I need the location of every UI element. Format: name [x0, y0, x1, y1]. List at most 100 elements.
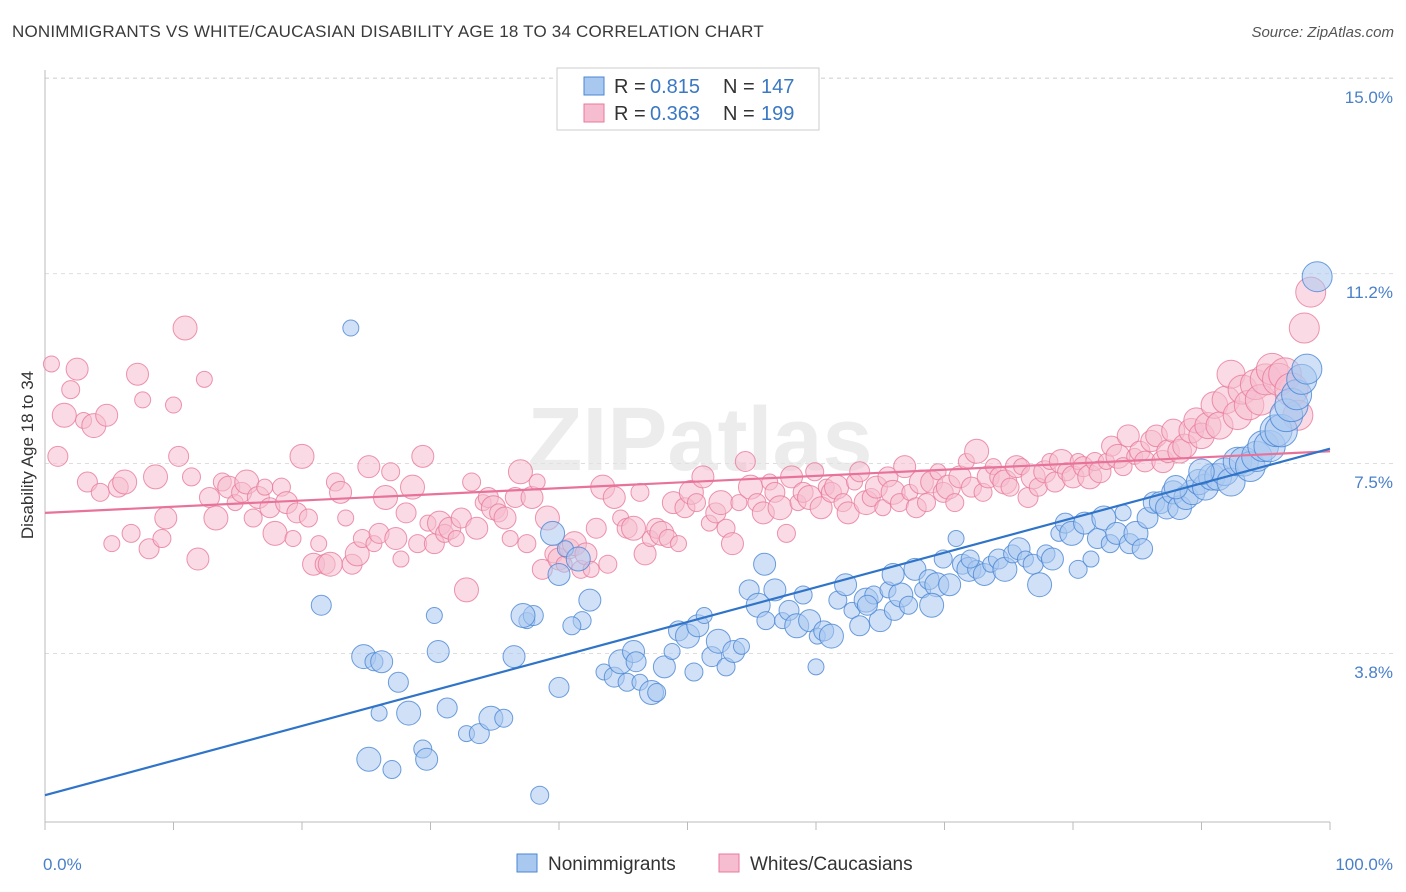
- whites-point: [465, 516, 489, 540]
- whites-points: [42, 276, 1327, 603]
- nonimmigrants-point: [382, 760, 402, 780]
- whites-point: [90, 482, 110, 502]
- legend-n-value-2: 199: [761, 103, 794, 125]
- whites-point: [493, 506, 517, 530]
- nonimmigrants-point: [753, 552, 777, 576]
- legend-bottom-swatch-whites: [718, 853, 740, 873]
- axes: [44, 70, 1331, 830]
- whites-point: [945, 493, 965, 513]
- legend-top: R = 0.815 N = 147 R = 0.363 N = 199: [556, 67, 820, 131]
- nonimmigrants-point: [370, 650, 394, 674]
- legend-bottom: Nonimmigrants Whites/Caucasians: [516, 853, 913, 875]
- nonimmigrants-point: [818, 623, 844, 649]
- legend-swatch-nonimmigrants: [583, 76, 605, 96]
- x-tick-label-0: 0.0%: [43, 855, 82, 874]
- nonimmigrants-point: [647, 683, 667, 703]
- whites-point: [103, 535, 121, 553]
- whites-point: [849, 461, 871, 483]
- nonimmigrants-point: [415, 747, 439, 771]
- nonimmigrants-point: [356, 746, 382, 772]
- legend-n-label-2: N =: [723, 103, 755, 125]
- whites-point: [65, 357, 89, 381]
- whites-point: [154, 506, 178, 530]
- whites-point: [874, 499, 892, 517]
- whites-point: [384, 527, 408, 551]
- whites-point: [61, 380, 81, 400]
- trend-lines: [44, 447, 1331, 797]
- whites-point: [507, 459, 533, 485]
- whites-point: [203, 505, 229, 531]
- whites-point: [964, 438, 990, 464]
- nonimmigrants-point: [807, 658, 825, 676]
- y-tick-label-0: 3.8%: [1354, 663, 1393, 682]
- nonimmigrants-point: [756, 611, 776, 631]
- legend-r-label-2: R =: [614, 103, 646, 125]
- nonimmigrants-point: [502, 645, 526, 669]
- whites-point: [186, 547, 210, 571]
- whites-point: [1000, 477, 1020, 497]
- legend-bottom-label-whites: Whites/Caucasians: [750, 854, 913, 875]
- whites-point: [126, 362, 150, 386]
- whites-point: [51, 402, 77, 428]
- whites-point: [400, 474, 426, 500]
- legend-n-label-1: N =: [723, 76, 755, 98]
- whites-point: [317, 551, 343, 577]
- whites-point: [121, 523, 141, 543]
- legend-r-value-1: 0.815: [650, 76, 700, 98]
- x-tick-label-1: 100.0%: [1335, 855, 1393, 874]
- nonimmigrants-point: [919, 592, 945, 618]
- nonimmigrants-trend-line: [44, 447, 1331, 797]
- nonimmigrants-point: [732, 637, 750, 655]
- whites-point: [284, 530, 302, 548]
- nonimmigrants-point: [652, 655, 676, 679]
- whites-point: [462, 472, 482, 492]
- whites-point: [686, 493, 706, 513]
- whites-point: [289, 443, 315, 469]
- whites-point: [809, 496, 833, 520]
- source-credit: Source: ZipAtlas.com: [1251, 24, 1394, 41]
- whites-point: [310, 535, 328, 553]
- whites-point: [528, 473, 546, 491]
- nonimmigrants-point: [530, 785, 550, 805]
- whites-point: [630, 482, 650, 502]
- whites-point: [181, 467, 201, 487]
- whites-point: [143, 464, 169, 490]
- whites-point: [337, 509, 355, 527]
- nonimmigrants-point: [1291, 353, 1323, 385]
- nonimmigrants-point: [565, 546, 591, 572]
- whites-point: [450, 507, 472, 529]
- nonimmigrants-point: [1114, 504, 1132, 522]
- nonimmigrants-point: [960, 549, 980, 569]
- whites-point: [929, 463, 947, 481]
- nonimmigrants-point: [578, 588, 602, 612]
- nonimmigrants-point: [856, 594, 878, 616]
- legend-swatch-whites: [583, 103, 605, 123]
- nonimmigrants-point: [849, 615, 871, 637]
- whites-point: [501, 530, 519, 548]
- nonimmigrants-point: [1301, 261, 1333, 293]
- whites-point: [708, 490, 734, 516]
- whites-point: [112, 469, 138, 495]
- nonimmigrants-point: [540, 520, 566, 546]
- whites-point: [357, 455, 381, 479]
- whites-point: [734, 451, 756, 473]
- nonimmigrants-point: [763, 578, 787, 602]
- whites-point: [585, 517, 607, 539]
- gridlines: [45, 77, 1395, 654]
- nonimmigrants-point: [436, 697, 458, 719]
- whites-point: [670, 535, 688, 553]
- y-tick-label-2: 11.2%: [1346, 283, 1393, 302]
- nonimmigrants-point: [425, 607, 443, 625]
- whites-point: [453, 577, 479, 603]
- whites-point: [767, 495, 793, 521]
- whites-point: [42, 355, 60, 373]
- legend-bottom-label-nonimmigrants: Nonimmigrants: [548, 854, 676, 875]
- whites-point: [411, 444, 435, 468]
- legend-r-label-1: R =: [614, 76, 646, 98]
- y-axis-label: Disability Age 18 to 34: [18, 371, 37, 539]
- whites-point: [47, 445, 69, 467]
- nonimmigrants-points: [310, 261, 1333, 805]
- nonimmigrants-point: [426, 639, 450, 663]
- whites-trend-line: [44, 450, 1331, 514]
- nonimmigrants-point: [562, 616, 582, 636]
